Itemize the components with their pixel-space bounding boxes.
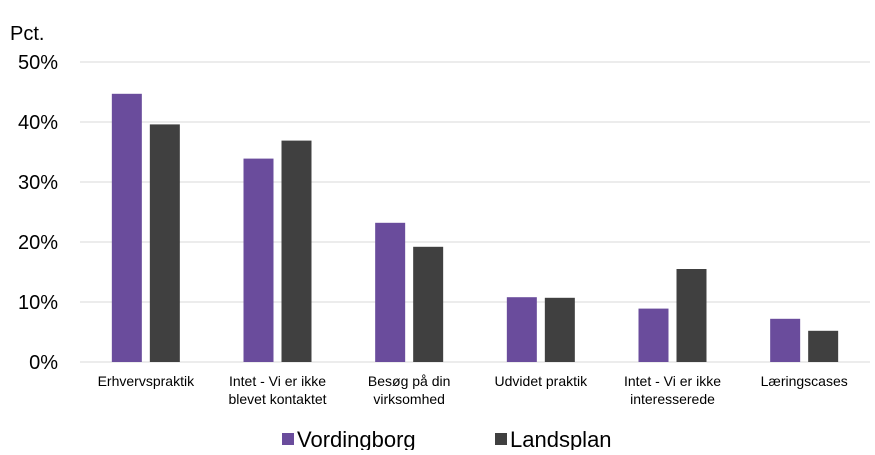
bar-landsplan (544, 297, 575, 362)
x-tick-label-line: Intet - Vi er ikke (624, 373, 721, 389)
x-tick-label: Erhvervspraktik (98, 373, 195, 389)
gridlines (80, 61, 870, 363)
y-tick-label: 30% (18, 172, 58, 194)
x-tick-label-line: Læringscases (761, 373, 848, 389)
y-tick-label: 20% (18, 232, 58, 254)
x-tick-label-line: blevet kontaktet (228, 391, 326, 407)
bars (111, 93, 839, 363)
y-tick-label: 50% (18, 52, 58, 74)
x-axis-ticks: Erhvervspraktik Intet - Vi er ikke blevet … (98, 373, 848, 407)
y-tick-label: 10% (18, 292, 58, 314)
x-tick-label: Udvidet praktik (495, 373, 589, 389)
bar-landsplan (808, 330, 839, 362)
x-tick-label: Læringscases (761, 373, 848, 389)
y-tick-label: 40% (18, 112, 58, 134)
y-axis-ticks: 0% 10% 20% 30% 40% 50% (18, 52, 58, 374)
bar-vordingborg (243, 158, 274, 362)
legend-swatch (282, 433, 294, 445)
x-tick-label: Intet - Vi er ikke interesserede (624, 373, 721, 407)
bar-landsplan (676, 269, 707, 362)
legend-label: Vordingborg (297, 427, 416, 450)
y-axis-label: Pct. (10, 23, 44, 45)
legend-label: Landsplan (510, 427, 612, 450)
x-tick-label-line: Udvidet praktik (495, 373, 589, 389)
bar-landsplan (149, 124, 180, 363)
x-tick-label-line: virksomhed (373, 391, 445, 407)
bar-vordingborg (111, 93, 142, 363)
legend-swatch (495, 433, 507, 445)
legend: Vordingborg Landsplan (282, 427, 612, 452)
bar-vordingborg (506, 297, 537, 362)
x-tick-label: Besøg på din virksomhed (368, 373, 451, 407)
bar-vordingborg (375, 222, 406, 362)
x-tick-label-line: interesserede (630, 391, 715, 407)
x-tick-label-line: Erhvervspraktik (98, 373, 195, 389)
y-tick-label: 0% (29, 352, 58, 374)
x-tick-label-line: Besøg på din (368, 373, 451, 389)
bar-vordingborg (770, 318, 801, 362)
bar-landsplan (281, 140, 312, 362)
bar-vordingborg (638, 308, 669, 362)
bar-landsplan (413, 246, 444, 362)
x-tick-label: Intet - Vi er ikke blevet kontaktet (228, 373, 326, 407)
x-tick-label-line: Intet - Vi er ikke (229, 373, 326, 389)
